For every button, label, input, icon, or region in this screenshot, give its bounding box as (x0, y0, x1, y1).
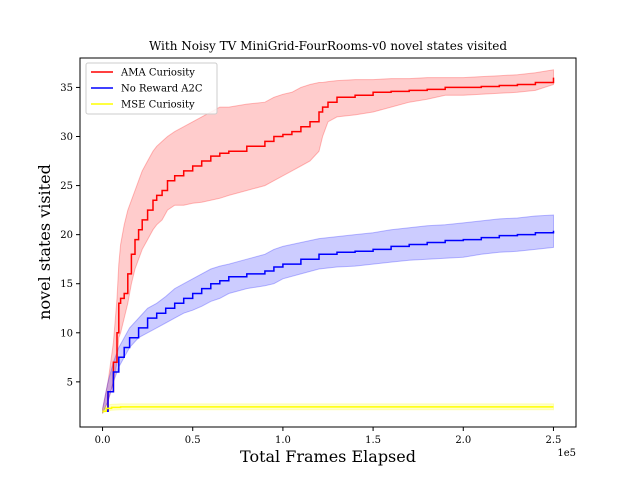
series-band-1 (102, 214, 554, 414)
x-axis-ticks: 0.0 0.5 1.0 1.5 2.0 2.5 (95, 427, 562, 446)
legend: AMA Curiosity No Reward A2C MSE Curiosity (85, 62, 218, 115)
x-axis-label: Total Frames Elapsed (240, 447, 416, 466)
x-tick-label: 0.5 (185, 435, 201, 446)
legend-box (85, 62, 218, 115)
y-tick-label: 25 (60, 181, 73, 192)
legend-label-2: MSE Curiosity (121, 100, 195, 111)
y-axis-ticks: 5 10 15 20 25 30 35 (60, 83, 80, 388)
plot-frame (79, 57, 577, 428)
series-line-2 (102, 406, 554, 413)
y-axis-label: novel states visited (35, 164, 54, 320)
y-tick-label: 35 (60, 83, 73, 94)
y-tick-label: 30 (60, 132, 73, 143)
x-tick-label: 1.0 (275, 435, 291, 446)
series-lines (102, 77, 555, 413)
y-tick-label: 15 (60, 279, 73, 290)
x-tick-label: 1.5 (365, 435, 381, 446)
series-line-1 (102, 230, 555, 413)
legend-label-0: AMA Curiosity (120, 68, 195, 79)
y-tick-label: 5 (67, 377, 73, 388)
x-axis-offset-label: 1e5 (557, 448, 576, 459)
legend-label-1: No Reward A2C (121, 84, 203, 95)
series-band-2 (102, 403, 554, 415)
x-tick-label: 2.0 (455, 435, 471, 446)
y-tick-label: 10 (60, 328, 73, 339)
y-tick-label: 20 (60, 230, 73, 241)
chart-title: With Noisy TV MiniGrid-FourRooms-v0 nove… (149, 39, 507, 53)
x-tick-label: 0.0 (95, 435, 111, 446)
series-line-0 (102, 77, 555, 413)
confidence-bands (102, 69, 554, 415)
x-tick-label: 2.5 (546, 435, 562, 446)
